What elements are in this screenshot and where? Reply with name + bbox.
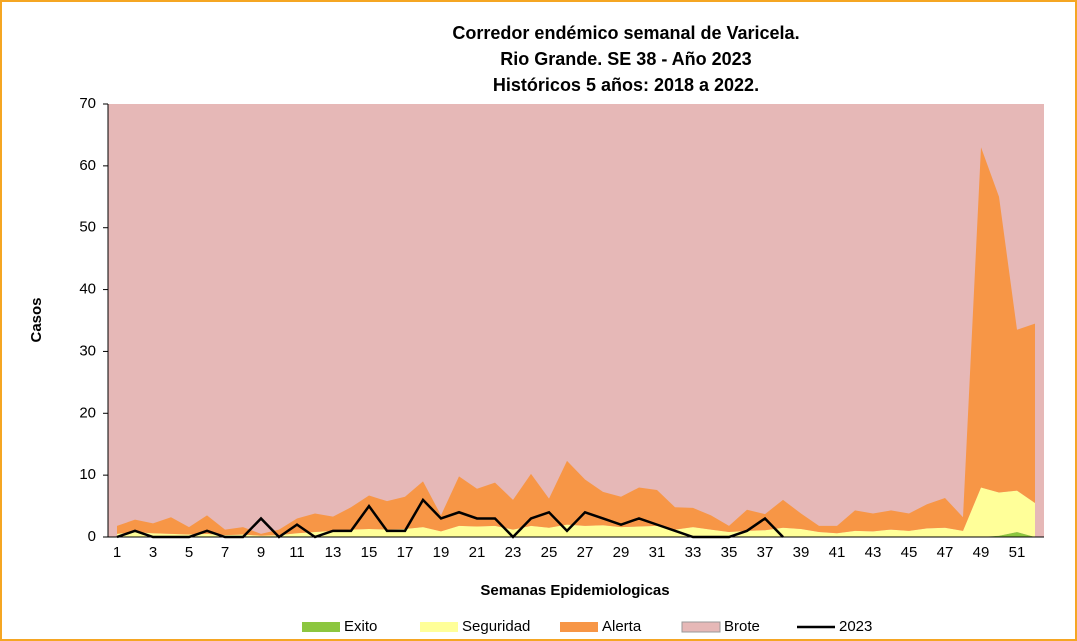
x-tick-label: 13 xyxy=(325,544,342,561)
x-tick-label: 21 xyxy=(469,544,486,561)
legend-swatch xyxy=(681,621,721,633)
legend-label: Alerta xyxy=(602,618,642,635)
x-tick-label: 39 xyxy=(793,544,810,561)
x-tick-label: 51 xyxy=(1009,544,1026,561)
y-tick-label: 60 xyxy=(79,157,96,174)
x-tick-label: 19 xyxy=(433,544,450,561)
x-tick-label: 45 xyxy=(901,544,918,561)
x-tick-label: 23 xyxy=(505,544,522,561)
x-tick-label: 25 xyxy=(541,544,558,561)
x-tick-label: 37 xyxy=(757,544,774,561)
legend-label: Brote xyxy=(724,618,760,635)
x-tick-label: 17 xyxy=(397,544,414,561)
x-tick-label: 11 xyxy=(289,544,305,561)
y-axis-title: Casos xyxy=(28,297,45,342)
y-tick-label: 40 xyxy=(79,281,96,298)
x-tick-label: 9 xyxy=(257,544,265,561)
legend-swatch xyxy=(560,622,598,632)
x-tick-label: 5 xyxy=(185,544,193,561)
x-tick-label: 15 xyxy=(361,544,378,561)
x-tick-label: 7 xyxy=(221,544,229,561)
chart-title: Corredor endémico semanal de Varicela. xyxy=(452,23,799,43)
chart-title: Rio Grande. SE 38 - Año 2023 xyxy=(500,49,751,69)
x-tick-label: 27 xyxy=(577,544,594,561)
x-tick-label: 3 xyxy=(149,544,157,561)
legend-swatch xyxy=(420,622,458,632)
legend-label: Exito xyxy=(344,618,377,635)
y-tick-label: 50 xyxy=(79,219,96,236)
brote-area xyxy=(108,104,1044,537)
area xyxy=(117,487,1035,537)
x-tick-label: 49 xyxy=(973,544,990,561)
y-tick-label: 0 xyxy=(88,528,96,545)
y-tick-label: 20 xyxy=(79,404,96,421)
x-tick-label: 43 xyxy=(865,544,882,561)
x-tick-label: 41 xyxy=(829,544,846,561)
x-tick-label: 1 xyxy=(113,544,121,561)
y-tick-label: 70 xyxy=(79,95,96,112)
y-tick-label: 10 xyxy=(79,466,96,483)
legend-swatch xyxy=(302,622,340,632)
y-tick-label: 30 xyxy=(79,342,96,359)
chart-title: Históricos 5 años: 2018 a 2022. xyxy=(493,75,759,95)
x-tick-label: 47 xyxy=(937,544,954,561)
plot xyxy=(108,104,1044,537)
x-tick-label: 35 xyxy=(721,544,738,561)
x-axis-title: Semanas Epidemiologicas xyxy=(480,582,669,599)
legend-label: Seguridad xyxy=(462,618,530,635)
x-tick-label: 33 xyxy=(685,544,702,561)
legend-label: 2023 xyxy=(839,618,872,635)
x-tick-label: 29 xyxy=(613,544,630,561)
x-tick-label: 31 xyxy=(649,544,666,561)
